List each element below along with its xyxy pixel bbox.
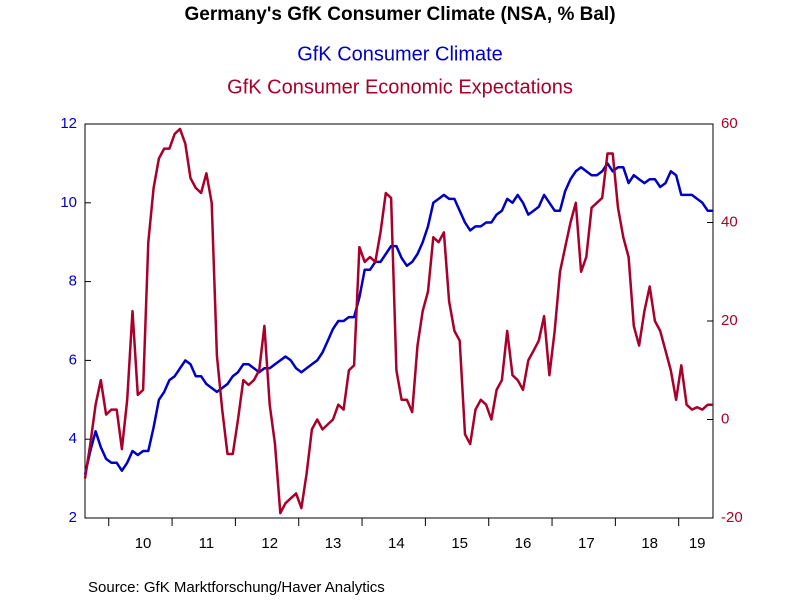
- x-tick-label: 13: [325, 535, 342, 552]
- series-line: [83, 127, 713, 515]
- x-tick-label: 12: [261, 535, 278, 552]
- y2-tick-label: 20: [721, 312, 738, 329]
- x-tick-label: 11: [199, 535, 215, 552]
- y-tick-label: 2: [69, 509, 77, 526]
- y-tick-label: 12: [60, 115, 77, 132]
- y2-tick-label: 60: [721, 115, 738, 132]
- legend-entry: GfK Consumer Economic Expectations: [227, 76, 573, 98]
- legend-entry: GfK Consumer Climate: [297, 43, 503, 65]
- y-tick-label: 10: [60, 194, 77, 211]
- y2-tick-label: -20: [721, 509, 743, 526]
- source: Source: GfK Marktforschung/Haver Analyti…: [88, 579, 385, 596]
- y-tick-label: 6: [69, 351, 77, 368]
- x-tick-label: 14: [388, 535, 405, 552]
- x-tick-label: 18: [641, 535, 658, 552]
- y2-tick-label: 40: [721, 213, 738, 230]
- x-tick-label: 17: [578, 535, 595, 552]
- x-tick-label: 10: [135, 535, 152, 552]
- x-tick-label: 15: [451, 535, 468, 552]
- y-tick-label: 8: [69, 273, 77, 290]
- y-tick-label: 4: [69, 430, 77, 447]
- plot-area: [84, 123, 714, 519]
- x-tick-label: 19: [689, 535, 706, 552]
- series-line: [83, 162, 713, 475]
- y2-tick-label: 0: [721, 410, 729, 427]
- chart-title: Germany's GfK Consumer Climate (NSA, % B…: [184, 4, 615, 25]
- x-tick-label: 16: [515, 535, 532, 552]
